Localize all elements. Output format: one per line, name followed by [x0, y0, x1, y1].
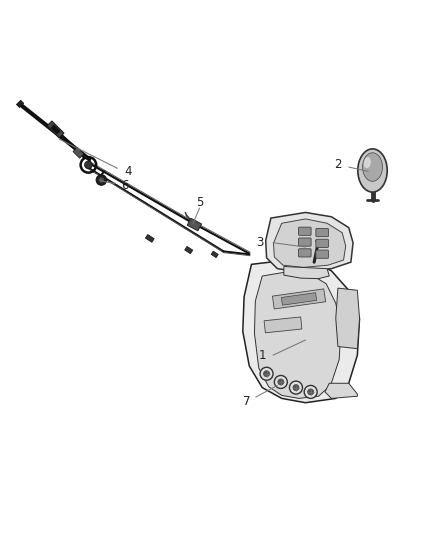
Circle shape — [278, 379, 284, 385]
Polygon shape — [16, 100, 24, 108]
Polygon shape — [51, 125, 60, 134]
Ellipse shape — [364, 157, 371, 168]
Text: 1: 1 — [258, 349, 266, 362]
Text: 6: 6 — [121, 179, 128, 192]
Text: 5: 5 — [196, 196, 203, 209]
Circle shape — [290, 381, 303, 394]
Polygon shape — [145, 235, 154, 243]
FancyBboxPatch shape — [299, 238, 311, 246]
Polygon shape — [285, 260, 318, 269]
FancyBboxPatch shape — [316, 239, 328, 247]
FancyBboxPatch shape — [316, 229, 328, 237]
Polygon shape — [272, 289, 325, 309]
Polygon shape — [73, 147, 84, 158]
Text: 4: 4 — [124, 165, 132, 178]
Polygon shape — [325, 383, 357, 398]
Polygon shape — [284, 266, 329, 279]
Polygon shape — [243, 260, 360, 403]
Text: 2: 2 — [334, 158, 342, 172]
Polygon shape — [336, 288, 360, 349]
Polygon shape — [266, 213, 353, 272]
Circle shape — [99, 177, 104, 183]
Circle shape — [293, 384, 299, 391]
Circle shape — [264, 371, 270, 377]
Polygon shape — [254, 272, 341, 398]
Polygon shape — [264, 317, 302, 333]
Polygon shape — [211, 251, 218, 257]
Circle shape — [96, 175, 106, 185]
Polygon shape — [281, 293, 317, 305]
Circle shape — [304, 385, 317, 398]
Ellipse shape — [363, 153, 382, 181]
Text: 3: 3 — [256, 236, 264, 249]
Circle shape — [85, 161, 92, 169]
Circle shape — [260, 367, 273, 380]
FancyBboxPatch shape — [299, 227, 311, 236]
Polygon shape — [273, 219, 346, 268]
Polygon shape — [185, 246, 193, 254]
Circle shape — [307, 389, 314, 395]
Ellipse shape — [358, 149, 387, 192]
Polygon shape — [187, 219, 201, 231]
Polygon shape — [47, 121, 64, 138]
Text: 7: 7 — [244, 395, 251, 408]
Circle shape — [274, 375, 287, 389]
FancyBboxPatch shape — [316, 250, 328, 259]
FancyBboxPatch shape — [299, 249, 311, 257]
